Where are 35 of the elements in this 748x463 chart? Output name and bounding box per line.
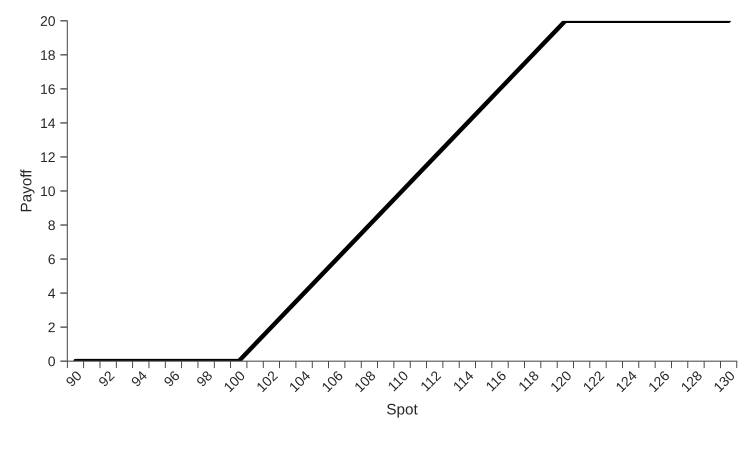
y-tick-label: 6: [48, 254, 55, 264]
x-tick-label: 126: [648, 370, 670, 392]
line-series: [73, 20, 731, 362]
y-tick-label: 16: [41, 84, 55, 94]
x-tick-label: 112: [420, 370, 442, 392]
x-tick-label: 100: [223, 370, 246, 392]
x-axis-title: Spot: [387, 404, 418, 418]
y-tick-label: 20: [40, 16, 55, 26]
x-tick-label: 110: [387, 370, 409, 392]
x-tick-label: 98: [196, 370, 213, 388]
y-tick-label: 2: [48, 322, 55, 332]
x-tick-label: 104: [288, 370, 312, 392]
x-tick-label: 90: [65, 370, 82, 388]
x-tick-label: 130: [713, 370, 736, 392]
x-tick-label: 114: [452, 370, 474, 392]
y-tick-label: 0: [48, 356, 55, 366]
y-tick-label: 8: [48, 220, 55, 230]
y-tick-label: 12: [41, 152, 55, 162]
x-tick-label: 108: [354, 370, 376, 392]
x-tick-label: 120: [550, 370, 572, 392]
x-tick-label: 96: [163, 370, 180, 388]
y-tick-label: 4: [48, 288, 56, 298]
x-tick-label: 128: [680, 370, 703, 392]
x-tick-label: 106: [321, 370, 344, 392]
y-axis-title: Payoff: [20, 169, 35, 212]
x-tick-label: 102: [256, 370, 278, 392]
x-tick-label: 118: [518, 370, 540, 392]
y-tick-label: 14: [41, 118, 56, 128]
x-tick-label: 122: [582, 370, 605, 392]
x-tick-label: 94: [130, 370, 148, 388]
x-tick-label: 116: [485, 370, 507, 392]
x-tick-label: 124: [615, 370, 638, 392]
y-tick-label: 10: [41, 186, 55, 196]
x-tick-label: 92: [98, 370, 115, 388]
y-tick-label: 18: [41, 50, 55, 60]
